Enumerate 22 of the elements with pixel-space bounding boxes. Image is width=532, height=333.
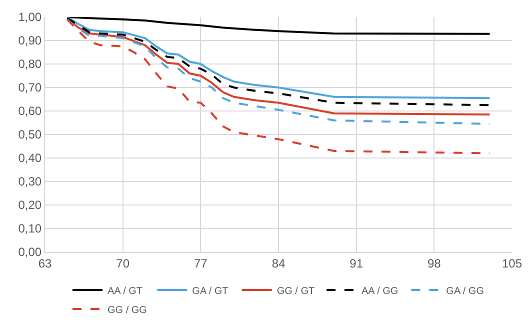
legend-label: AA / GT bbox=[108, 286, 143, 297]
legend-label: GA / GT bbox=[192, 286, 228, 297]
y-tick-label: 0,50 bbox=[18, 128, 42, 142]
y-tick-label: 0,70 bbox=[18, 80, 42, 95]
x-tick-label: 98 bbox=[427, 256, 442, 270]
legend-label: GG / GT bbox=[276, 286, 315, 297]
x-tick-label: 84 bbox=[272, 256, 286, 270]
y-tick-label: 0,60 bbox=[18, 104, 42, 118]
legend-label: GG / GG bbox=[108, 304, 148, 316]
y-tick-label: 0,40 bbox=[18, 151, 42, 166]
y-tick-label: 0,80 bbox=[18, 57, 42, 72]
legend-label: AA / GG bbox=[362, 286, 398, 297]
y-tick-label: 1,00 bbox=[18, 10, 42, 24]
y-tick-label: 0,20 bbox=[18, 198, 42, 212]
x-tick-label: 105 bbox=[502, 256, 522, 270]
x-tick-label: 77 bbox=[194, 256, 208, 270]
legend-label: GA / GG bbox=[446, 286, 484, 297]
y-tick-label: 0,10 bbox=[18, 222, 42, 236]
x-tick-label: 91 bbox=[350, 256, 364, 270]
x-tick-label: 70 bbox=[116, 256, 130, 270]
y-tick-label: 0,90 bbox=[18, 34, 42, 48]
y-tick-label: 0,30 bbox=[18, 174, 42, 189]
